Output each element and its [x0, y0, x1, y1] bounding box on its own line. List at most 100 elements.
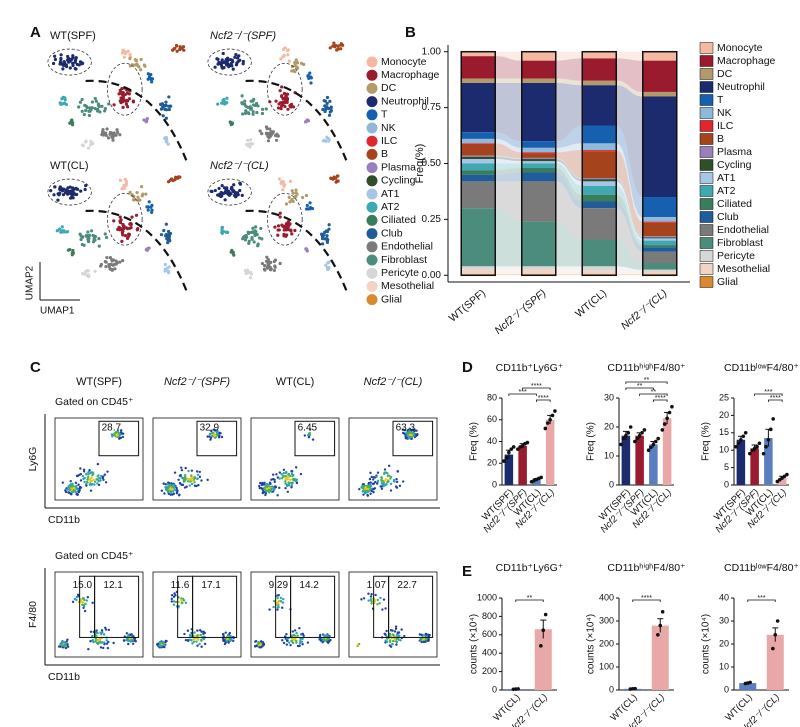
legend-swatch — [366, 56, 378, 68]
umap-cell — [296, 66, 300, 70]
umap-cell — [246, 268, 250, 272]
umap-cell — [282, 53, 286, 58]
umap-cell — [120, 239, 124, 244]
umap-cell — [284, 94, 288, 99]
umap-cell — [327, 106, 331, 111]
gate-value: 14.2 — [299, 580, 319, 591]
flow — [555, 266, 583, 271]
y-tick-label: 600 — [482, 629, 497, 639]
umap-cell — [112, 258, 116, 262]
gate-value: 15.0 — [73, 580, 93, 591]
data-point — [628, 425, 633, 429]
data-point — [757, 441, 762, 446]
umap-cell — [73, 58, 78, 62]
flow-x-label: CD11b — [48, 514, 80, 526]
umap-cell — [329, 106, 333, 110]
legend-label: Mesothelial — [381, 280, 434, 292]
event — [319, 633, 322, 637]
event — [208, 435, 211, 438]
umap-cell — [135, 190, 139, 195]
event — [382, 472, 386, 476]
event — [395, 633, 399, 636]
data-point — [734, 444, 738, 449]
event — [389, 477, 392, 480]
bar — [532, 479, 541, 485]
umap-cell — [247, 241, 251, 245]
umap-cell — [80, 235, 84, 239]
umap-cell — [164, 108, 169, 112]
chart-title: CD11b⁺Ly6G⁺ — [496, 362, 564, 374]
event — [115, 434, 118, 437]
umap-cell — [287, 195, 291, 199]
event — [180, 483, 183, 486]
panel-label: B — [405, 24, 416, 41]
y-tick-label: 20 — [487, 458, 497, 468]
umap-cell — [280, 94, 284, 98]
event — [158, 643, 162, 647]
legend-swatch — [699, 263, 714, 275]
event — [370, 602, 373, 605]
umap-cell — [288, 200, 292, 204]
bar-segment — [582, 178, 617, 180]
bar — [635, 435, 644, 485]
flow-frame — [250, 571, 340, 658]
data-point — [658, 623, 663, 628]
flow — [555, 167, 583, 202]
flow — [616, 125, 643, 218]
umap-cell — [121, 98, 125, 102]
data-point — [656, 436, 660, 441]
umap-cell — [320, 232, 324, 236]
umap-cell — [240, 101, 244, 105]
umap-cell — [130, 215, 134, 219]
event — [125, 638, 128, 641]
bar-segment — [521, 152, 556, 154]
event — [79, 479, 83, 482]
event — [82, 601, 85, 604]
event — [384, 633, 387, 636]
bar-outline — [581, 50, 617, 277]
umap-cell — [327, 113, 332, 117]
umap-cell — [300, 195, 305, 200]
event — [171, 490, 175, 493]
event — [110, 433, 114, 436]
y-tick-label: 0.00 — [422, 270, 442, 281]
significance-bracket — [515, 599, 544, 602]
event — [287, 481, 290, 484]
event — [82, 596, 85, 600]
event — [206, 478, 209, 482]
event — [405, 433, 409, 436]
umap-cell — [119, 101, 123, 105]
flow — [495, 269, 522, 275]
bar — [764, 438, 773, 485]
event — [70, 484, 74, 487]
event — [92, 640, 95, 644]
significance-bracket — [508, 393, 537, 396]
umap-cell — [166, 229, 171, 234]
bar-segment — [642, 96, 677, 198]
umap-cell — [52, 193, 56, 197]
umap-cell — [321, 107, 325, 112]
umap-cell — [134, 59, 138, 63]
data-point — [635, 436, 640, 441]
bar-segment — [461, 132, 496, 139]
umap-cell — [150, 203, 154, 207]
umap-cell — [234, 63, 239, 67]
legend-label: Mesothelial — [717, 263, 770, 275]
umap-cell — [90, 100, 95, 104]
umap-cell — [223, 186, 228, 191]
umap-cell — [291, 105, 296, 109]
event — [387, 464, 391, 468]
umap-cell — [233, 191, 237, 195]
bar-segment — [521, 141, 556, 148]
umap-cell — [58, 62, 62, 66]
umap-cell — [282, 234, 286, 238]
umap-cell — [254, 230, 258, 234]
umap-cell — [117, 225, 121, 229]
umap-cell — [210, 189, 214, 194]
umap-cell — [253, 225, 258, 229]
y-tick-label: 40 — [487, 436, 497, 446]
event — [95, 629, 98, 632]
y-tick-label: 1000 — [477, 592, 497, 602]
event — [280, 473, 283, 476]
umap-cell — [273, 133, 278, 138]
